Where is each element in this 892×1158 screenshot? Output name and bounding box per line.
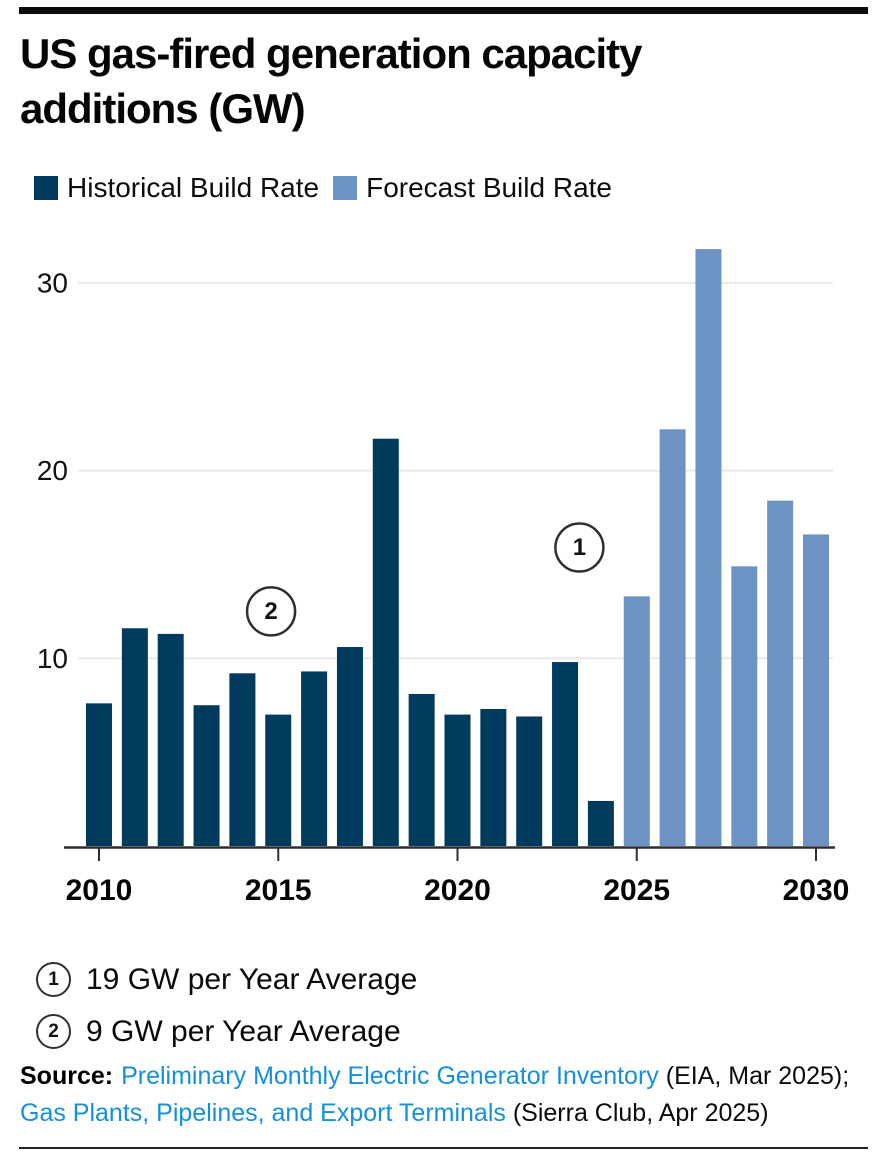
source-text-sierra-club: (Sierra Club, Apr 2025) [505, 1099, 769, 1127]
legend-label-forecast: Forecast Build Rate [366, 172, 612, 203]
source-label: Source: [20, 1062, 114, 1090]
footnote-1-label: 19 GW per Year Average [86, 962, 418, 996]
bar-2028 [731, 566, 758, 846]
bar-2022 [516, 716, 543, 846]
annotation-circle-1 [554, 522, 605, 573]
title-line-2: additions (GW) [20, 85, 306, 132]
historical-swatch-icon [34, 176, 58, 200]
y-axis-tick-label-20: 20 [37, 455, 68, 486]
bar-2023 [552, 662, 579, 846]
bar-2015 [265, 714, 292, 846]
bar-2014 [229, 673, 256, 846]
x-axis-tick-label-2030: 2030 [783, 874, 850, 907]
x-axis-tick-label-2015: 2015 [245, 874, 312, 907]
legend-item-historical: Historical Build Rate [34, 172, 319, 204]
annotation-circle-2 [245, 586, 297, 637]
footnote-1: 1 19 GW per Year Average [36, 962, 417, 997]
legend-label-historical: Historical Build Rate [67, 172, 320, 203]
bar-2012 [157, 633, 184, 846]
bar-2016 [301, 671, 328, 846]
footnote-2-label: 9 GW per Year Average [86, 1014, 401, 1048]
x-axis-tick-label-2020: 2020 [424, 874, 491, 907]
forecast-swatch-icon [333, 176, 358, 200]
bar-2027 [695, 249, 722, 846]
annotation-marker-2: 2 [264, 598, 277, 625]
source-link-sierra-club[interactable]: Gas Plants, Pipelines, and Export Termin… [20, 1099, 506, 1127]
footnote-1-marker-icon: 1 [36, 962, 71, 997]
bottom-divider [19, 1147, 868, 1149]
bar-2019 [408, 693, 435, 846]
bar-2026 [659, 429, 686, 846]
bar-2021 [480, 708, 507, 846]
page-title: US gas-fired generation capacity additio… [20, 26, 870, 136]
top-divider [19, 7, 868, 14]
annotation-marker-1: 1 [573, 534, 586, 561]
source-attribution: Source: Preliminary Monthly Electric Gene… [20, 1058, 872, 1132]
x-axis-tick-label-2025: 2025 [603, 874, 670, 907]
y-axis-tick-label-10: 10 [37, 643, 68, 674]
y-axis-tick-label-30: 30 [37, 267, 68, 298]
legend-item-forecast: Forecast Build Rate [333, 172, 612, 204]
bar-2013 [193, 705, 220, 846]
footnote-2: 2 9 GW per Year Average [36, 1014, 401, 1049]
bar-2030 [803, 534, 829, 846]
bar-2018 [372, 438, 399, 846]
bar-2011 [121, 628, 148, 846]
source-link-eia[interactable]: Preliminary Monthly Electric Generator I… [121, 1062, 659, 1090]
footnote-2-marker-icon: 2 [36, 1014, 71, 1049]
x-axis-tick-label-2010: 2010 [66, 874, 133, 907]
bar-2025 [623, 596, 650, 846]
bar-2010 [86, 703, 112, 846]
source-text-eia: (EIA, Mar 2025); [658, 1062, 850, 1090]
bar-2017 [336, 647, 363, 846]
chart-legend: Historical Build Rate Forecast Build Rat… [34, 172, 612, 204]
title-line-1: US gas-fired generation capacity [20, 30, 643, 77]
bar-2020 [444, 714, 471, 846]
bar-2024 [587, 800, 614, 846]
bar-2029 [767, 500, 794, 846]
